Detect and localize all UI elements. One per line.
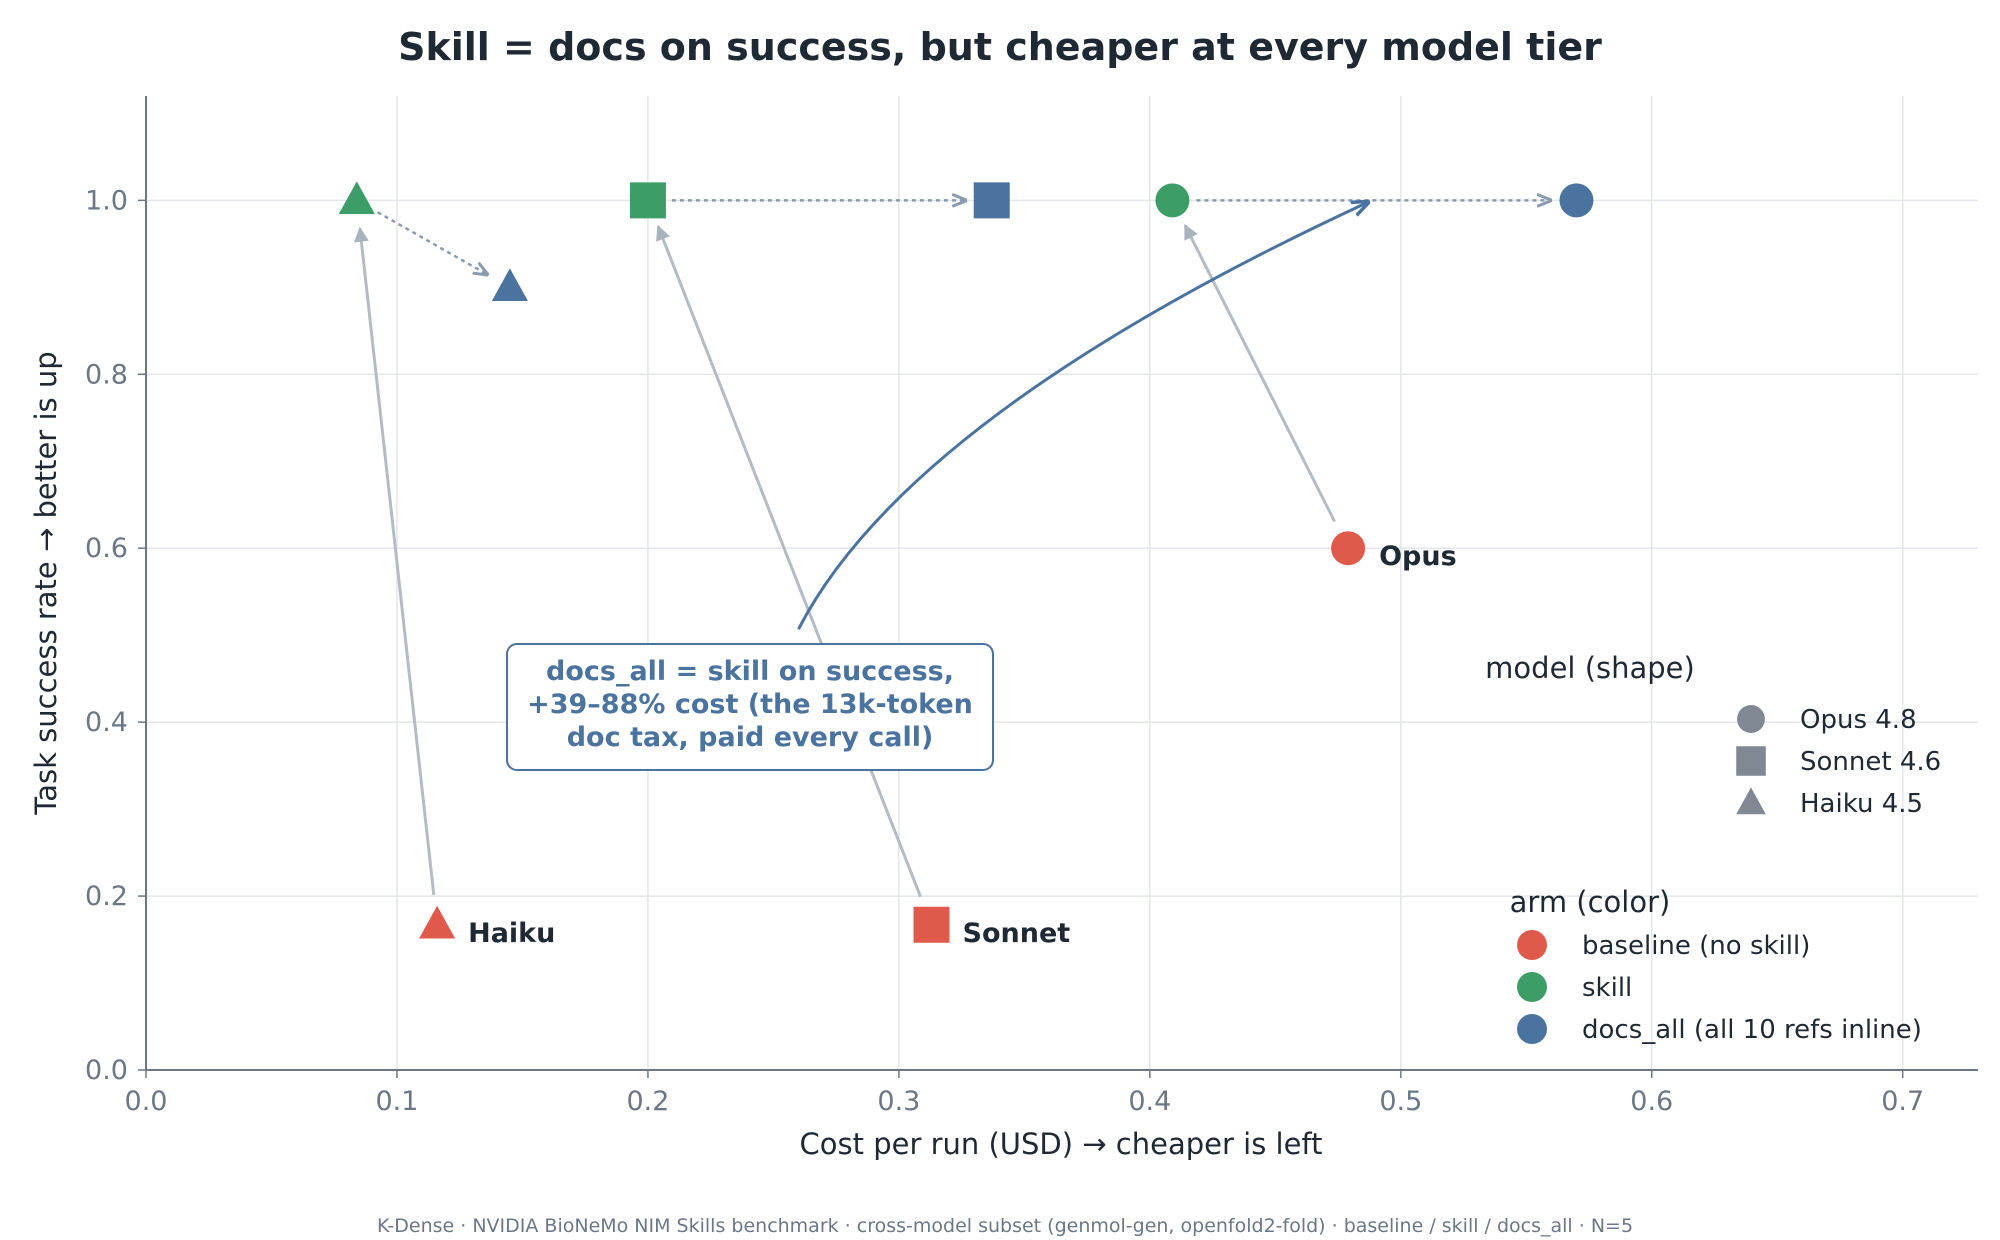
point-haiku-baseline — [419, 905, 456, 939]
point-haiku-docs-all — [491, 268, 528, 302]
legends: model (shape) Opus 4.8 Sonnet 4.6 Haiku 4.5… — [1485, 651, 1941, 1045]
annotation: docs_all = skill on success,+39–88% cost… — [506, 202, 1368, 771]
point-haiku-skill — [338, 181, 375, 215]
grid — [146, 96, 1978, 1070]
point-sonnet-docs-all — [973, 182, 1010, 219]
chart-title: Skill = docs on success, but cheaper at … — [398, 25, 1602, 69]
point-opus-skill — [1155, 183, 1190, 218]
x-tick-label: 0.6 — [1630, 1086, 1673, 1117]
data-points — [338, 181, 1594, 943]
legend-triangle-marker — [1736, 787, 1766, 815]
y-tick-label: 0.6 — [85, 533, 128, 564]
x-tick-label: 0.0 — [125, 1086, 168, 1117]
legend-arm-entry: baseline (no skill) — [1582, 931, 1810, 961]
legend-arm-title: arm (color) — [1510, 885, 1671, 919]
point-labels: Opus Sonnet Haiku — [468, 541, 1457, 949]
point-opus-docs-all — [1559, 183, 1594, 218]
legend-model-title: model (shape) — [1485, 651, 1695, 685]
annotation-line: +39–88% cost (the 13k-token — [527, 689, 973, 720]
x-tick-label: 0.5 — [1379, 1086, 1422, 1117]
point-label-haiku: Haiku — [468, 918, 555, 949]
legend-arm-entry: skill — [1582, 973, 1632, 1003]
y-tick-label: 0.2 — [85, 881, 128, 912]
x-tick-label: 0.4 — [1128, 1086, 1171, 1117]
legend-docs-all-swatch — [1517, 1014, 1547, 1044]
baseline-to-skill-arrow — [1183, 224, 1336, 523]
legend-model-entry: Opus 4.8 — [1800, 705, 1917, 735]
footer-caption: K-Dense · NVIDIA BioNeMo NIM Skills benc… — [377, 1215, 1633, 1237]
y-tick-label: 0.0 — [85, 1055, 128, 1086]
y-axis-label: Task success rate → better is up — [29, 351, 63, 815]
point-sonnet-skill — [629, 182, 666, 219]
legend-arm-entry: docs_all (all 10 refs inline) — [1582, 1015, 1922, 1045]
y-tick-label: 0.4 — [85, 707, 128, 738]
legend-baseline-swatch — [1517, 930, 1547, 960]
point-label-sonnet: Sonnet — [963, 918, 1071, 949]
annotation-box — [506, 643, 994, 771]
point-label-opus: Opus — [1379, 541, 1457, 572]
skill-to-docs-arrow — [377, 211, 488, 274]
baseline-to-skill-arrow — [656, 225, 922, 898]
legend-circle-marker — [1737, 705, 1765, 733]
y-tick-label: 1.0 — [85, 185, 128, 216]
legend-square-marker — [1736, 746, 1766, 776]
x-tick-label: 0.7 — [1881, 1086, 1924, 1117]
x-tick-label: 0.2 — [626, 1086, 669, 1117]
annotation-arrow — [797, 202, 1368, 630]
annotation-line: docs_all = skill on success, — [546, 656, 954, 687]
x-tick-label: 0.1 — [375, 1086, 418, 1117]
annotation-line: doc tax, paid every call) — [567, 722, 934, 753]
baseline-to-skill-arrow — [353, 226, 436, 896]
axes: 0.0 0.1 0.2 0.3 0.4 0.5 0.6 0.7 0.0 0.2 0.4 0.6 0.8 1… — [85, 96, 1978, 1117]
point-opus-baseline — [1331, 531, 1366, 566]
legend-model-entry: Sonnet 4.6 — [1800, 747, 1941, 777]
x-tick-label: 0.3 — [877, 1086, 920, 1117]
legend-model-entry: Haiku 4.5 — [1800, 789, 1923, 819]
arrows — [353, 200, 1551, 898]
y-tick-label: 0.8 — [85, 359, 128, 390]
x-axis-label: Cost per run (USD) → cheaper is left — [800, 1127, 1323, 1161]
legend-skill-swatch — [1517, 972, 1547, 1002]
point-sonnet-baseline — [913, 906, 950, 943]
